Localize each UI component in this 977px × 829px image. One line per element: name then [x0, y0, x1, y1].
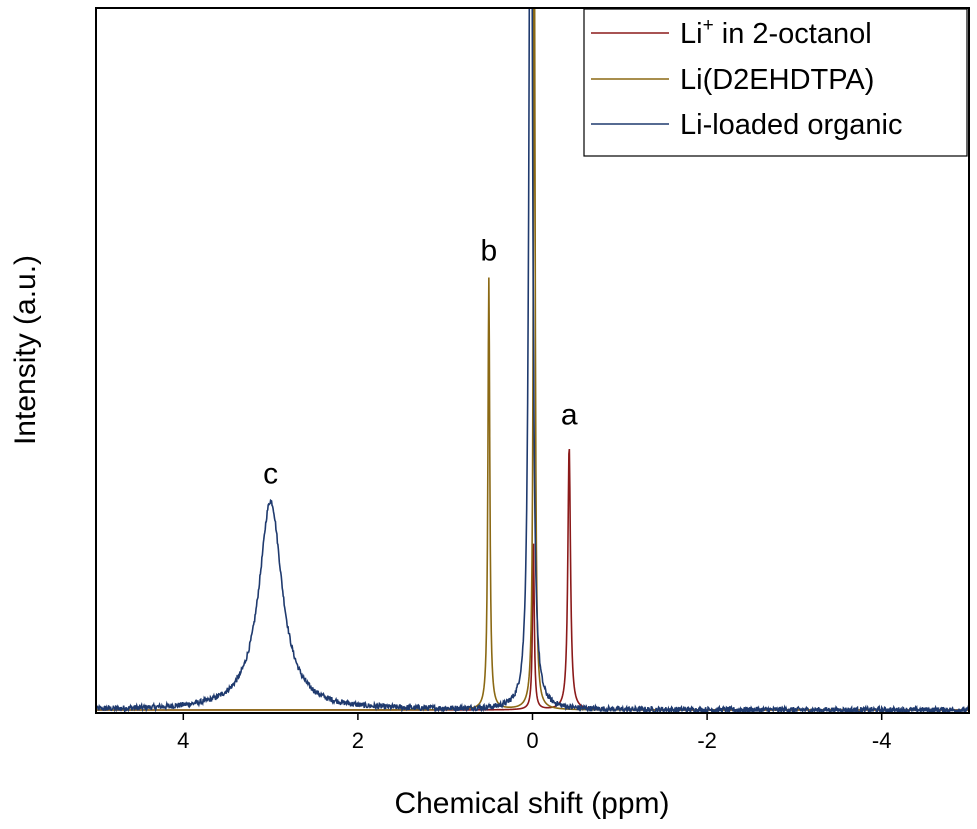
x-axis-ticks: 4 2 0 -2 -4 — [177, 713, 891, 753]
x-tick-label: 4 — [177, 728, 189, 753]
peak-label-b: b — [481, 235, 498, 268]
legend-label-li_d2ehdtpa: Li(D2EHDTPA) — [680, 64, 874, 96]
peak-label-c: c — [263, 458, 278, 491]
x-tick-label: 2 — [352, 728, 364, 753]
legend-entries: Li+ in 2-octanol Li(D2EHDTPA) Li-loaded or… — [591, 15, 902, 141]
x-tick-label: -2 — [697, 728, 717, 753]
peak-annotations: a b c — [263, 235, 578, 491]
x-tick-label: -4 — [872, 728, 892, 753]
x-tick-label: 0 — [526, 728, 538, 753]
series-layer — [96, 8, 969, 713]
legend: Li+ in 2-octanol Li(D2EHDTPA) Li-loaded or… — [583, 8, 968, 157]
x-axis-title: Chemical shift (ppm) — [394, 787, 669, 820]
peak-label-a: a — [561, 398, 578, 431]
y-axis-title: Intensity (a.u.) — [9, 255, 42, 445]
legend-label-li_octanol: Li+ in 2-octanol — [680, 15, 872, 50]
legend-label-li_loaded: Li-loaded organic — [680, 109, 902, 141]
series-line-li_loaded — [96, 8, 969, 713]
